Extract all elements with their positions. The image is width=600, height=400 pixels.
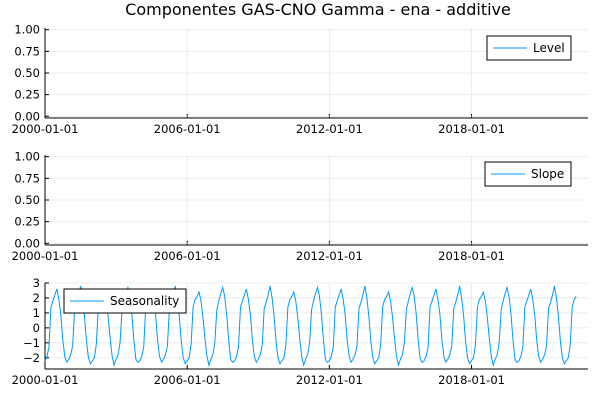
legend-label: Level: [533, 41, 565, 55]
y-tick-label: 0.75: [14, 44, 40, 58]
x-tick-label: 2018-01-01: [438, 373, 505, 387]
x-tick-label: 2012-01-01: [296, 249, 363, 263]
x-tick-label: 2000-01-01: [12, 373, 79, 387]
y-tick-label: 0.00: [14, 236, 40, 250]
y-tick-label: 3: [33, 276, 40, 290]
x-tick-label: 2006-01-01: [154, 373, 221, 387]
legend-label: Slope: [531, 167, 564, 181]
y-tick-label: −2: [23, 351, 40, 365]
legend: Seasonality: [63, 288, 187, 314]
y-tick-label: 0: [33, 321, 40, 335]
y-tick-label: 0.25: [14, 215, 40, 229]
legend: Level: [486, 35, 572, 61]
y-tick-label: 0.50: [14, 66, 40, 80]
x-tick-label: 2006-01-01: [154, 249, 221, 263]
x-tick-label: 2018-01-01: [438, 249, 505, 263]
y-tick-label: 0.25: [14, 88, 40, 102]
series-line-seasonality: [44, 285, 577, 368]
y-tick-label: 1.00: [14, 23, 40, 37]
x-tick-label: 2000-01-01: [12, 122, 79, 136]
x-tick-label: 2018-01-01: [438, 122, 505, 136]
panel-1: 2000-01-01 2006-01-01 2012-01-01 2018-01-01…: [12, 23, 588, 136]
legend: Slope: [484, 161, 572, 187]
y-tick-label: 1.00: [14, 150, 40, 164]
y-tick-label: 0.50: [14, 193, 40, 207]
chart-title: Componentes GAS-CNO Gamma - ena - additi…: [125, 0, 511, 19]
x-tick-label: 2000-01-01: [12, 249, 79, 263]
x-tick-label: 2012-01-01: [296, 373, 363, 387]
y-tick-label: 2: [33, 291, 40, 305]
legend-label: Seasonality: [110, 294, 179, 308]
y-tick-label: −1: [23, 336, 40, 350]
y-tick-label: 1: [33, 306, 40, 320]
y-tick-label: 0.75: [14, 171, 40, 185]
panel-3: 2000-01-01 2006-01-01 2012-01-01 2018-01-01…: [12, 276, 588, 387]
x-tick-label: 2006-01-01: [154, 122, 221, 136]
y-tick-label: 0.00: [14, 109, 40, 123]
panel-2: 2000-01-01 2006-01-01 2012-01-01 2018-01-01…: [12, 150, 588, 263]
panels: 2000-01-01 2006-01-01 2012-01-01 2018-01-01…: [12, 23, 588, 387]
x-tick-label: 2012-01-01: [296, 122, 363, 136]
